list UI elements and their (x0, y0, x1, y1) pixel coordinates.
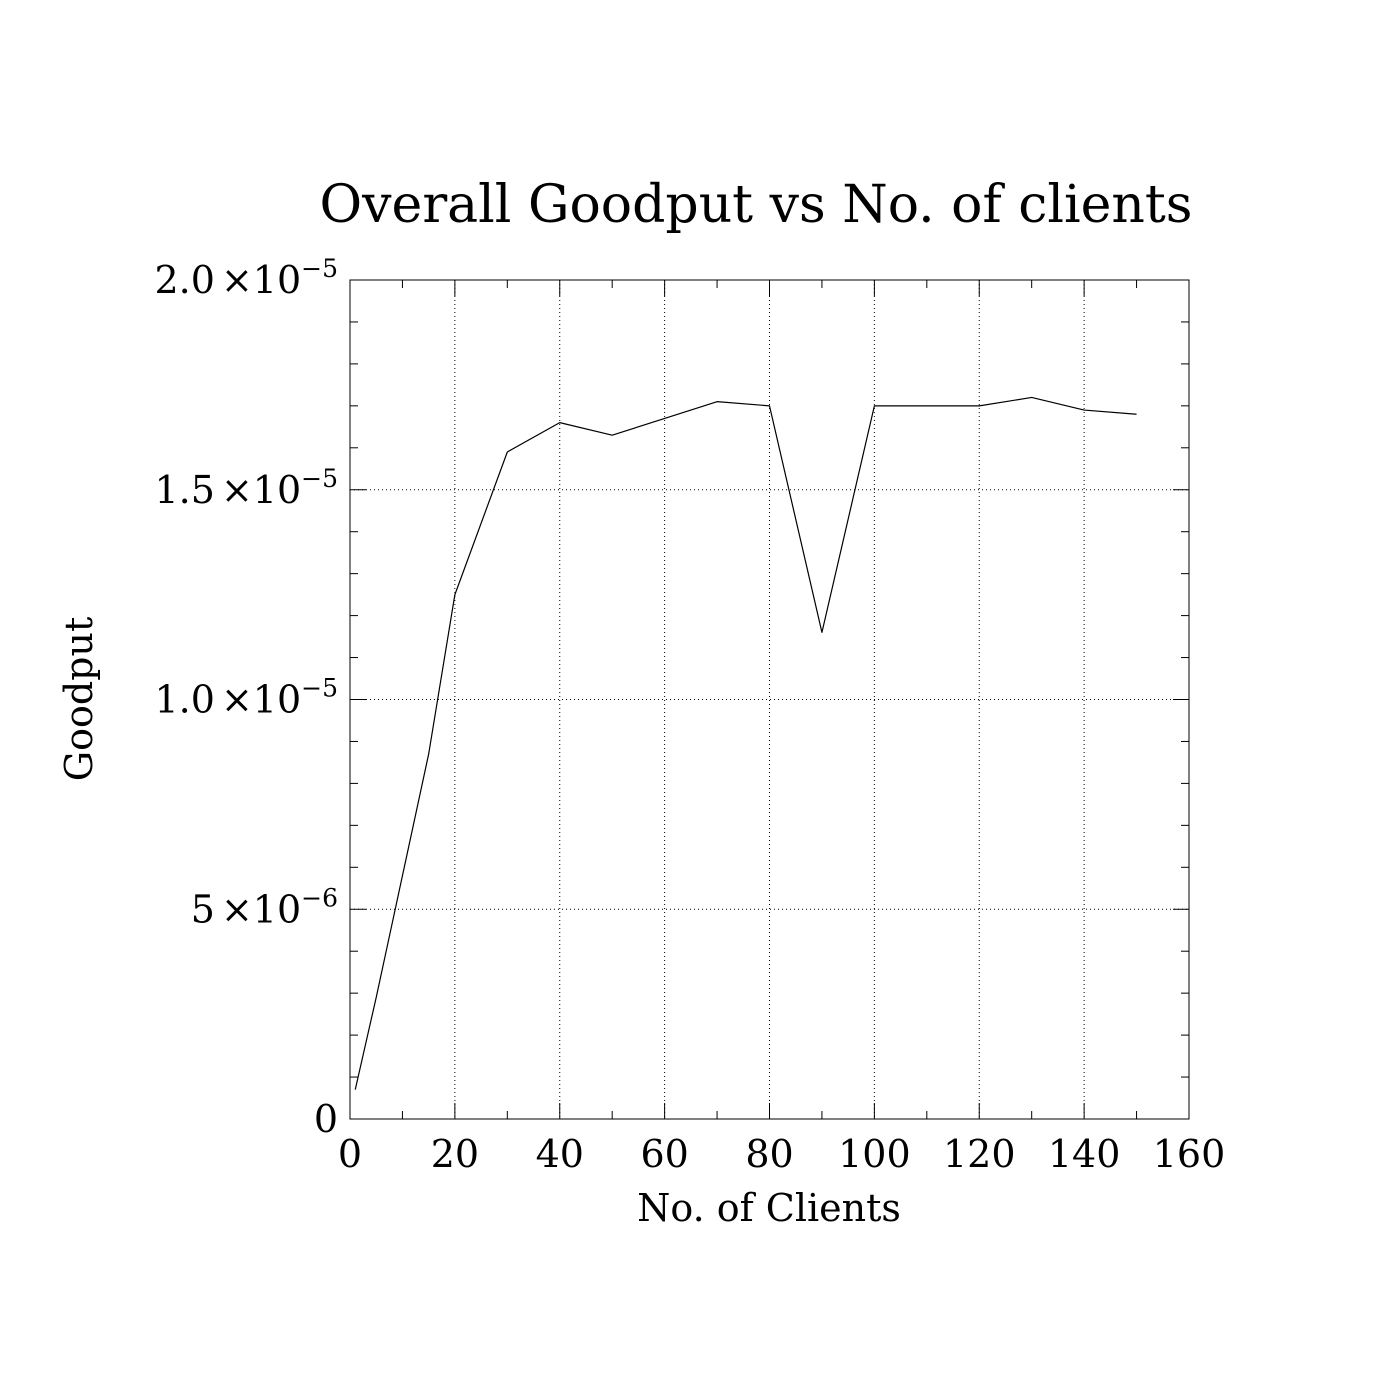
series-line (354, 396, 1137, 1090)
x-tick-label: 60 (640, 1132, 688, 1176)
axis-ticks (349, 279, 1190, 1120)
x-tick-label: 140 (1048, 1132, 1121, 1176)
y-tick-label: 0 (314, 1097, 338, 1141)
x-tick-label: 20 (431, 1132, 479, 1176)
y-axis-label: Goodput (57, 617, 101, 782)
x-tick-label: 100 (838, 1132, 911, 1176)
x-tick-label: 80 (745, 1132, 793, 1176)
y-tick-label: 5 ×10−6 (191, 883, 338, 931)
series-layer (354, 396, 1137, 1090)
x-tick-label: 160 (1153, 1132, 1226, 1176)
chart-title: Overall Goodput vs No. of clients (320, 175, 1193, 235)
x-tick-label: 120 (943, 1132, 1016, 1176)
y-tick-label: 1.0 ×10−5 (155, 674, 339, 722)
y-tick-label: 1.5 ×10−5 (155, 464, 339, 512)
plot-frame (349, 279, 1190, 1120)
x-axis-label: No. of Clients (637, 1186, 901, 1230)
y-tick-label: 2.0 ×10−5 (155, 254, 339, 302)
tick-labels: 0 20 40 60 80 100 120 140 160 0 5 ×10−6 1.0 ×10−5 1.5 ×… (155, 254, 1226, 1176)
x-tick-label: 40 (536, 1132, 584, 1176)
x-tick-label: 0 (338, 1132, 362, 1176)
